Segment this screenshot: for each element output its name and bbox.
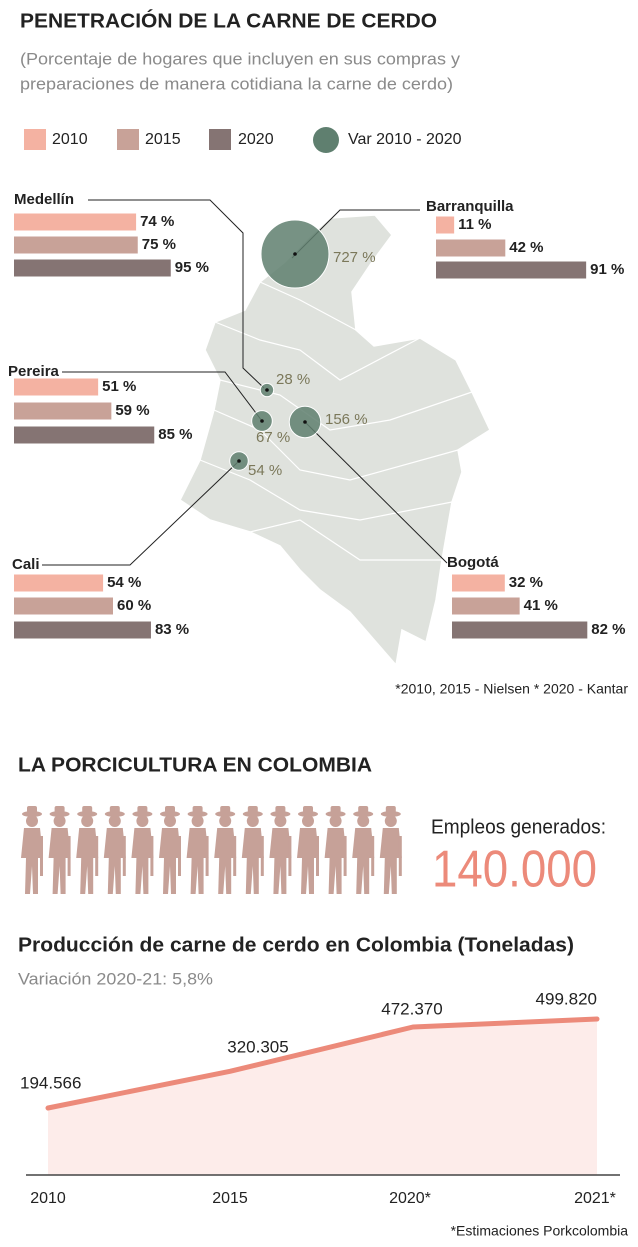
section-title: LA PORCICULTURA EN COLOMBIA — [18, 754, 372, 776]
line — [45, 1016, 600, 1111]
leader-line — [304, 421, 448, 564]
bar-label: 91 % — [590, 261, 624, 278]
bar-label: 32 % — [509, 574, 543, 591]
bar-label: 41 % — [524, 597, 558, 614]
bar-label: 60 % — [117, 597, 151, 614]
person-icon — [131, 806, 154, 894]
employment-value: 140.000 — [432, 841, 597, 899]
city-label: Barranquilla — [426, 198, 514, 215]
bubble-label: 67 % — [256, 429, 290, 446]
chart-subtitle: Variación 2020-21: 5,8% — [18, 969, 213, 988]
city-label: Pereira — [8, 363, 60, 380]
legend-label: 2010 — [52, 131, 88, 148]
bubble-dot — [265, 388, 269, 392]
bar-label: 85 % — [158, 426, 192, 443]
city-label: Medellín — [14, 191, 74, 208]
bar — [452, 621, 588, 639]
bubble-label: 28 % — [276, 371, 310, 388]
legend-label: 2015 — [145, 131, 181, 148]
bar-label: 59 % — [115, 402, 149, 419]
person-icon — [159, 806, 181, 894]
source-note: *2010, 2015 - Nielsen * 2020 - Kantar — [395, 681, 628, 697]
pictogram — [21, 806, 402, 894]
bar-label: 95 % — [175, 259, 209, 276]
x-tick-label: 2020* — [389, 1190, 431, 1207]
bar — [14, 426, 155, 444]
city-label: Bogotá — [447, 554, 499, 571]
person-icon — [297, 806, 319, 894]
value-label: 194.566 — [20, 1073, 81, 1092]
person-icon — [76, 806, 99, 894]
legend-swatch — [209, 129, 231, 150]
bar — [14, 259, 171, 277]
value-label: 472.370 — [381, 999, 442, 1018]
subtitle: (Porcentaje de hogares que incluyen en s… — [20, 49, 461, 68]
bar-label: 75 % — [142, 236, 176, 253]
area — [48, 1019, 597, 1175]
bar — [14, 402, 112, 420]
bar-label: 74 % — [140, 213, 174, 230]
person-icon — [269, 806, 292, 894]
value-label: 499.820 — [536, 989, 597, 1008]
bar — [14, 574, 104, 592]
person-icon — [103, 806, 126, 894]
bar — [14, 597, 113, 615]
bar — [452, 574, 505, 592]
leader-line — [42, 460, 240, 566]
bar — [436, 261, 587, 279]
bubble-dot — [293, 252, 297, 256]
city-label: Cali — [12, 556, 40, 573]
bar-label: 11 % — [458, 216, 491, 233]
bar-label: 51 % — [102, 378, 136, 395]
person-icon — [214, 806, 237, 894]
value-label: 320.305 — [227, 1037, 288, 1056]
legend-label: Var 2010 - 2020 — [348, 131, 462, 148]
legend-swatch — [24, 129, 46, 150]
person-icon — [379, 806, 402, 894]
x-tick-label: 2021* — [574, 1190, 616, 1207]
bar — [436, 216, 455, 234]
person-icon — [21, 806, 43, 894]
x-tick-label: 2015 — [212, 1190, 248, 1207]
bubble-label: 156 % — [325, 411, 368, 428]
subtitle: preparaciones de manera cotidiana la car… — [20, 74, 453, 93]
bubble-label: 54 % — [248, 462, 282, 479]
bar — [14, 213, 137, 231]
title: PENETRACIÓN DE LA CARNE DE CERDO — [20, 8, 437, 32]
bar-label: 42 % — [509, 239, 543, 256]
chart-title: Producción de carne de cerdo en Colombia… — [18, 934, 574, 956]
legend-swatch — [313, 127, 339, 153]
bar — [436, 239, 506, 257]
map — [179, 214, 491, 667]
person-icon — [352, 806, 375, 894]
bubble-dot — [237, 459, 241, 463]
bar-label: 82 % — [591, 621, 625, 638]
leader-line — [88, 199, 265, 389]
bar — [14, 236, 138, 254]
person-icon — [324, 806, 347, 894]
person-icon — [48, 806, 71, 894]
bubble-dot — [260, 419, 264, 423]
legend-label: 2020 — [238, 131, 274, 148]
map-borders — [199, 281, 473, 561]
legend-swatch — [117, 129, 139, 150]
bar — [14, 621, 151, 639]
person-icon — [186, 806, 209, 894]
person-icon — [241, 806, 264, 894]
bubble-label: 727 % — [333, 249, 376, 266]
bar — [14, 378, 99, 396]
bar — [452, 597, 520, 615]
leader-line — [62, 371, 263, 422]
source-note: *Estimaciones Porkcolombia — [451, 1223, 629, 1239]
employment-label: Empleos generados: — [431, 816, 606, 838]
bar-label: 54 % — [107, 574, 141, 591]
bubble-dot — [303, 420, 307, 424]
bar-label: 83 % — [155, 621, 189, 638]
x-tick-label: 2010 — [30, 1190, 66, 1207]
